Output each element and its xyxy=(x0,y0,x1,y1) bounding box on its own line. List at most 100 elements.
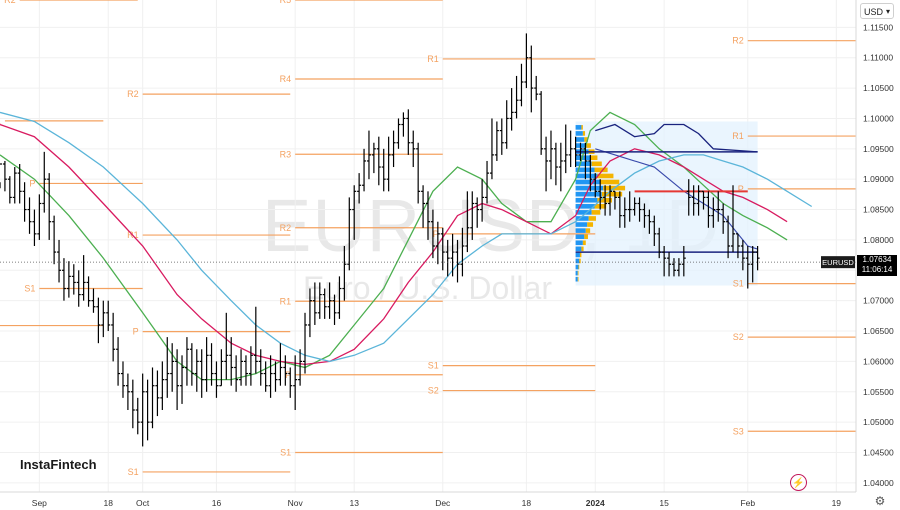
ohlc-bar xyxy=(396,118,401,149)
ohlc-bar xyxy=(711,197,716,228)
ohlc-bar xyxy=(175,349,180,410)
ohlc-bar xyxy=(740,239,745,271)
pivot-label: R4 xyxy=(280,74,292,84)
pivot-label: S2 xyxy=(733,332,744,342)
ohlc-bar xyxy=(219,349,224,387)
ohlc-bar xyxy=(263,361,268,392)
ohlc-bar xyxy=(489,118,494,180)
ohlc-bar xyxy=(91,288,96,313)
volume-profile-bar xyxy=(597,173,614,179)
ohlc-bar xyxy=(716,191,721,222)
ohlc-bar xyxy=(460,227,465,277)
ohlc-bar xyxy=(170,343,175,392)
volume-profile-bar xyxy=(575,240,583,246)
ohlc-bar xyxy=(524,33,529,89)
pivot-label: P xyxy=(285,370,291,380)
ohlc-bar xyxy=(450,233,455,277)
ohlc-bar xyxy=(140,373,145,447)
ohlc-bar xyxy=(573,136,578,168)
ohlc-bar xyxy=(465,191,470,253)
ohlc-bar xyxy=(71,264,76,295)
time-tick-label: 18 xyxy=(103,498,113,508)
ohlc-bar xyxy=(0,163,2,189)
ohlc-bar xyxy=(470,191,475,240)
volume-profile-bar xyxy=(575,276,578,282)
ticker-badge-text: EURUSD xyxy=(822,258,854,267)
ohlc-bar xyxy=(347,197,352,271)
ohlc-bar xyxy=(283,355,288,386)
ohlc-bar xyxy=(165,337,170,398)
ohlc-bar xyxy=(667,252,672,277)
time-tick-label: Nov xyxy=(288,498,304,508)
lightning-icon[interactable]: ⚡ xyxy=(790,474,807,491)
volume-profile-bar xyxy=(587,222,594,227)
ohlc-bar xyxy=(332,294,337,325)
ohlc-bar xyxy=(435,221,440,265)
volume-profile-bar xyxy=(575,131,583,136)
ohlc-bar xyxy=(253,306,258,374)
ohlc-bar xyxy=(2,160,7,192)
price-tick-label: 1.04000 xyxy=(863,478,894,488)
volume-profile-bar xyxy=(579,258,581,264)
ohlc-bar xyxy=(273,361,278,392)
ohlc-bar xyxy=(499,118,504,155)
volume-profile-bar xyxy=(575,246,582,252)
time-tick-label: Oct xyxy=(136,498,150,508)
ohlc-bar xyxy=(411,130,416,168)
ohlc-bar xyxy=(553,142,558,186)
ohlc-bar xyxy=(32,209,37,246)
price-tick-label: 1.06000 xyxy=(863,356,894,366)
volume-profile-bar xyxy=(582,131,586,136)
ohlc-bar xyxy=(480,179,485,222)
pivot-label: S1 xyxy=(24,284,35,294)
ohlc-bar xyxy=(416,142,421,204)
ohlc-bar xyxy=(691,185,696,216)
volume-profile-bar xyxy=(575,210,592,215)
ohlc-bar xyxy=(337,276,342,319)
volume-profile-bar xyxy=(575,173,598,179)
ohlc-bar xyxy=(696,185,701,216)
pivot-label: S2 xyxy=(428,386,439,396)
currency-select[interactable]: USD ▾ xyxy=(860,3,894,19)
price-tick-label: 1.07000 xyxy=(863,296,894,306)
ohlc-bar xyxy=(120,361,125,398)
ohlc-bar xyxy=(116,337,121,386)
ohlc-bar xyxy=(317,282,322,319)
volume-profile-bar xyxy=(575,204,595,209)
pivot-label: P xyxy=(133,327,139,337)
ohlc-bar xyxy=(27,197,32,234)
time-tick-label: 2024 xyxy=(586,498,605,508)
ohlc-bar xyxy=(475,197,480,228)
ohlc-bar xyxy=(676,258,681,277)
ohlc-bar xyxy=(745,246,750,289)
ohlc-bar xyxy=(485,160,490,204)
pivot-label: R2 xyxy=(280,223,292,233)
ohlc-bar xyxy=(381,148,386,192)
ohlc-bar xyxy=(111,312,116,362)
ohlc-bar xyxy=(731,185,736,253)
ohlc-bar xyxy=(47,173,52,240)
volume-profile-bar xyxy=(575,137,585,142)
ohlc-bar xyxy=(568,130,573,168)
ohlc-bar xyxy=(652,215,657,246)
volume-profile-bar xyxy=(581,246,584,252)
last-price-value: 1.07634 xyxy=(862,255,892,265)
ohlc-bar xyxy=(603,185,608,216)
price-tick-label: 1.09000 xyxy=(863,174,894,184)
pivot-label: S1 xyxy=(733,279,744,289)
price-tick-label: 1.04500 xyxy=(863,448,894,458)
ohlc-bar xyxy=(548,130,553,180)
volume-profile xyxy=(575,121,758,286)
volume-profile-bar xyxy=(575,264,579,270)
ohlc-bar xyxy=(76,270,81,307)
price-tick-label: 1.08000 xyxy=(863,235,894,245)
ohlc-bar xyxy=(243,355,248,386)
ohlc-bar xyxy=(632,197,637,216)
settings-icon[interactable]: ⚙ xyxy=(874,494,886,508)
price-tick-label: 1.11500 xyxy=(863,22,893,32)
ticker-badge xyxy=(821,256,855,269)
ohlc-bar xyxy=(66,261,71,298)
volume-profile-bar xyxy=(575,197,598,203)
